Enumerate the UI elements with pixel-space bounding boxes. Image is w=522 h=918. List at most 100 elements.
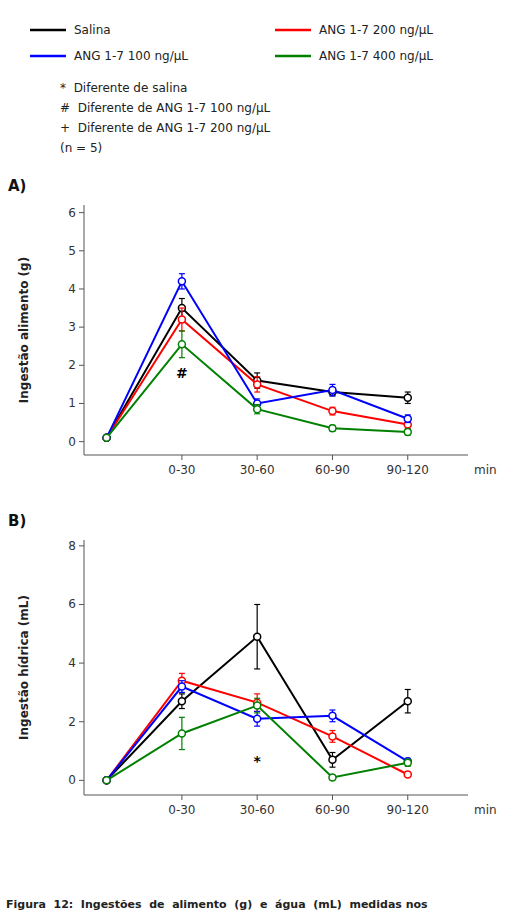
point <box>254 633 261 640</box>
legend-swatch <box>275 29 311 32</box>
point <box>254 406 261 413</box>
x-axis <box>84 795 468 796</box>
error-bar <box>254 377 260 392</box>
legend-label: ANG 1-7 100 ng/μL <box>74 49 188 63</box>
point <box>178 683 185 690</box>
error-bar <box>254 373 260 388</box>
x-tick-label: 30-60 <box>240 463 275 477</box>
y-tick <box>79 441 84 442</box>
error-cap <box>405 403 411 404</box>
error-cap <box>254 372 260 373</box>
point <box>254 702 261 709</box>
series <box>103 604 411 783</box>
y-tick-label: 8 <box>68 539 76 553</box>
x-tick-label: 60-90 <box>315 463 350 477</box>
error-cap <box>405 391 411 392</box>
error-cap <box>405 689 411 690</box>
series-line <box>107 281 408 437</box>
error-cap <box>254 668 260 669</box>
legend: SalinaANG 1-7 200 ng/μLANG 1-7 100 ng/μL… <box>30 23 433 63</box>
point <box>178 316 185 323</box>
error-cap <box>254 604 260 605</box>
point <box>178 341 185 348</box>
point <box>404 429 411 436</box>
note: # Diferente de ANG 1-7 100 ng/μL <box>60 101 271 115</box>
y-tick <box>79 212 84 213</box>
point <box>329 774 336 781</box>
error-cap <box>254 698 260 699</box>
y-tick <box>79 604 84 605</box>
series <box>103 681 411 784</box>
error-cap <box>329 721 335 722</box>
error-cap <box>254 726 260 727</box>
point <box>254 381 261 388</box>
y-tick-label: 1 <box>68 396 76 410</box>
point <box>329 712 336 719</box>
point <box>103 777 110 784</box>
point <box>254 715 261 722</box>
point <box>404 415 411 422</box>
error-cap <box>179 357 185 358</box>
x-tick <box>181 795 182 800</box>
point <box>103 777 110 784</box>
y-tick-label: 2 <box>68 358 76 372</box>
legend-swatch <box>30 55 66 58</box>
series-line <box>107 344 408 438</box>
panel: 024680-3030-6060-9090-120minIngestão híd… <box>8 512 497 817</box>
error-bar <box>329 384 335 395</box>
legend-label: ANG 1-7 400 ng/μL <box>319 49 433 63</box>
note: (n = 5) <box>60 141 102 155</box>
point <box>103 434 110 441</box>
error-cap <box>179 307 185 308</box>
x-tick <box>407 795 408 800</box>
error-cap <box>179 717 185 718</box>
x-tick-label: 60-90 <box>315 803 350 817</box>
point <box>329 733 336 740</box>
note: + Diferente de ANG 1-7 200 ng/μL <box>60 121 271 135</box>
error-bar <box>405 392 411 403</box>
point <box>178 278 185 285</box>
y-axis-label: Ingestão hídrica (mL) <box>17 595 31 740</box>
y-tick <box>79 288 84 289</box>
legend-label: ANG 1-7 200 ng/μL <box>319 23 433 37</box>
error-cap <box>254 712 260 713</box>
series-line <box>107 681 408 781</box>
annotation: # <box>176 365 188 381</box>
plot-area <box>103 604 411 783</box>
y-tick-label: 2 <box>68 715 76 729</box>
point <box>103 434 110 441</box>
error-bar <box>179 694 185 709</box>
y-tick <box>79 327 84 328</box>
error-bar <box>179 717 185 749</box>
point <box>404 394 411 401</box>
error-bar <box>405 759 411 766</box>
y-tick-label: 4 <box>68 656 76 670</box>
point <box>404 698 411 705</box>
y-axis-label: Ingestão alimento (g) <box>17 257 31 403</box>
error-bar <box>254 694 260 712</box>
error-bar <box>329 710 335 722</box>
y-tick-label: 0 <box>68 773 76 787</box>
point <box>103 434 110 441</box>
note: * Diferente de salina <box>60 81 187 95</box>
error-bar <box>405 429 411 435</box>
x-tick-label: 0-30 <box>168 463 195 477</box>
series-line <box>107 320 408 438</box>
error-cap <box>329 395 335 396</box>
error-bar <box>254 711 260 726</box>
y-tick-label: 6 <box>68 206 76 220</box>
y-tick-label: 3 <box>68 320 76 334</box>
caption: Figura 12: Ingestões de alimento (g) e á… <box>6 898 428 911</box>
point <box>329 408 336 415</box>
point <box>404 771 411 778</box>
y-tick <box>79 365 84 366</box>
y-tick <box>79 545 84 546</box>
y-axis <box>84 540 85 795</box>
point <box>103 434 110 441</box>
error-cap <box>179 330 185 331</box>
series-line <box>107 687 408 781</box>
y-tick <box>79 780 84 781</box>
panel: 01234560-3030-6060-9090-120minIngestão a… <box>8 177 497 477</box>
error-cap <box>254 693 260 694</box>
error-bar <box>405 689 411 712</box>
